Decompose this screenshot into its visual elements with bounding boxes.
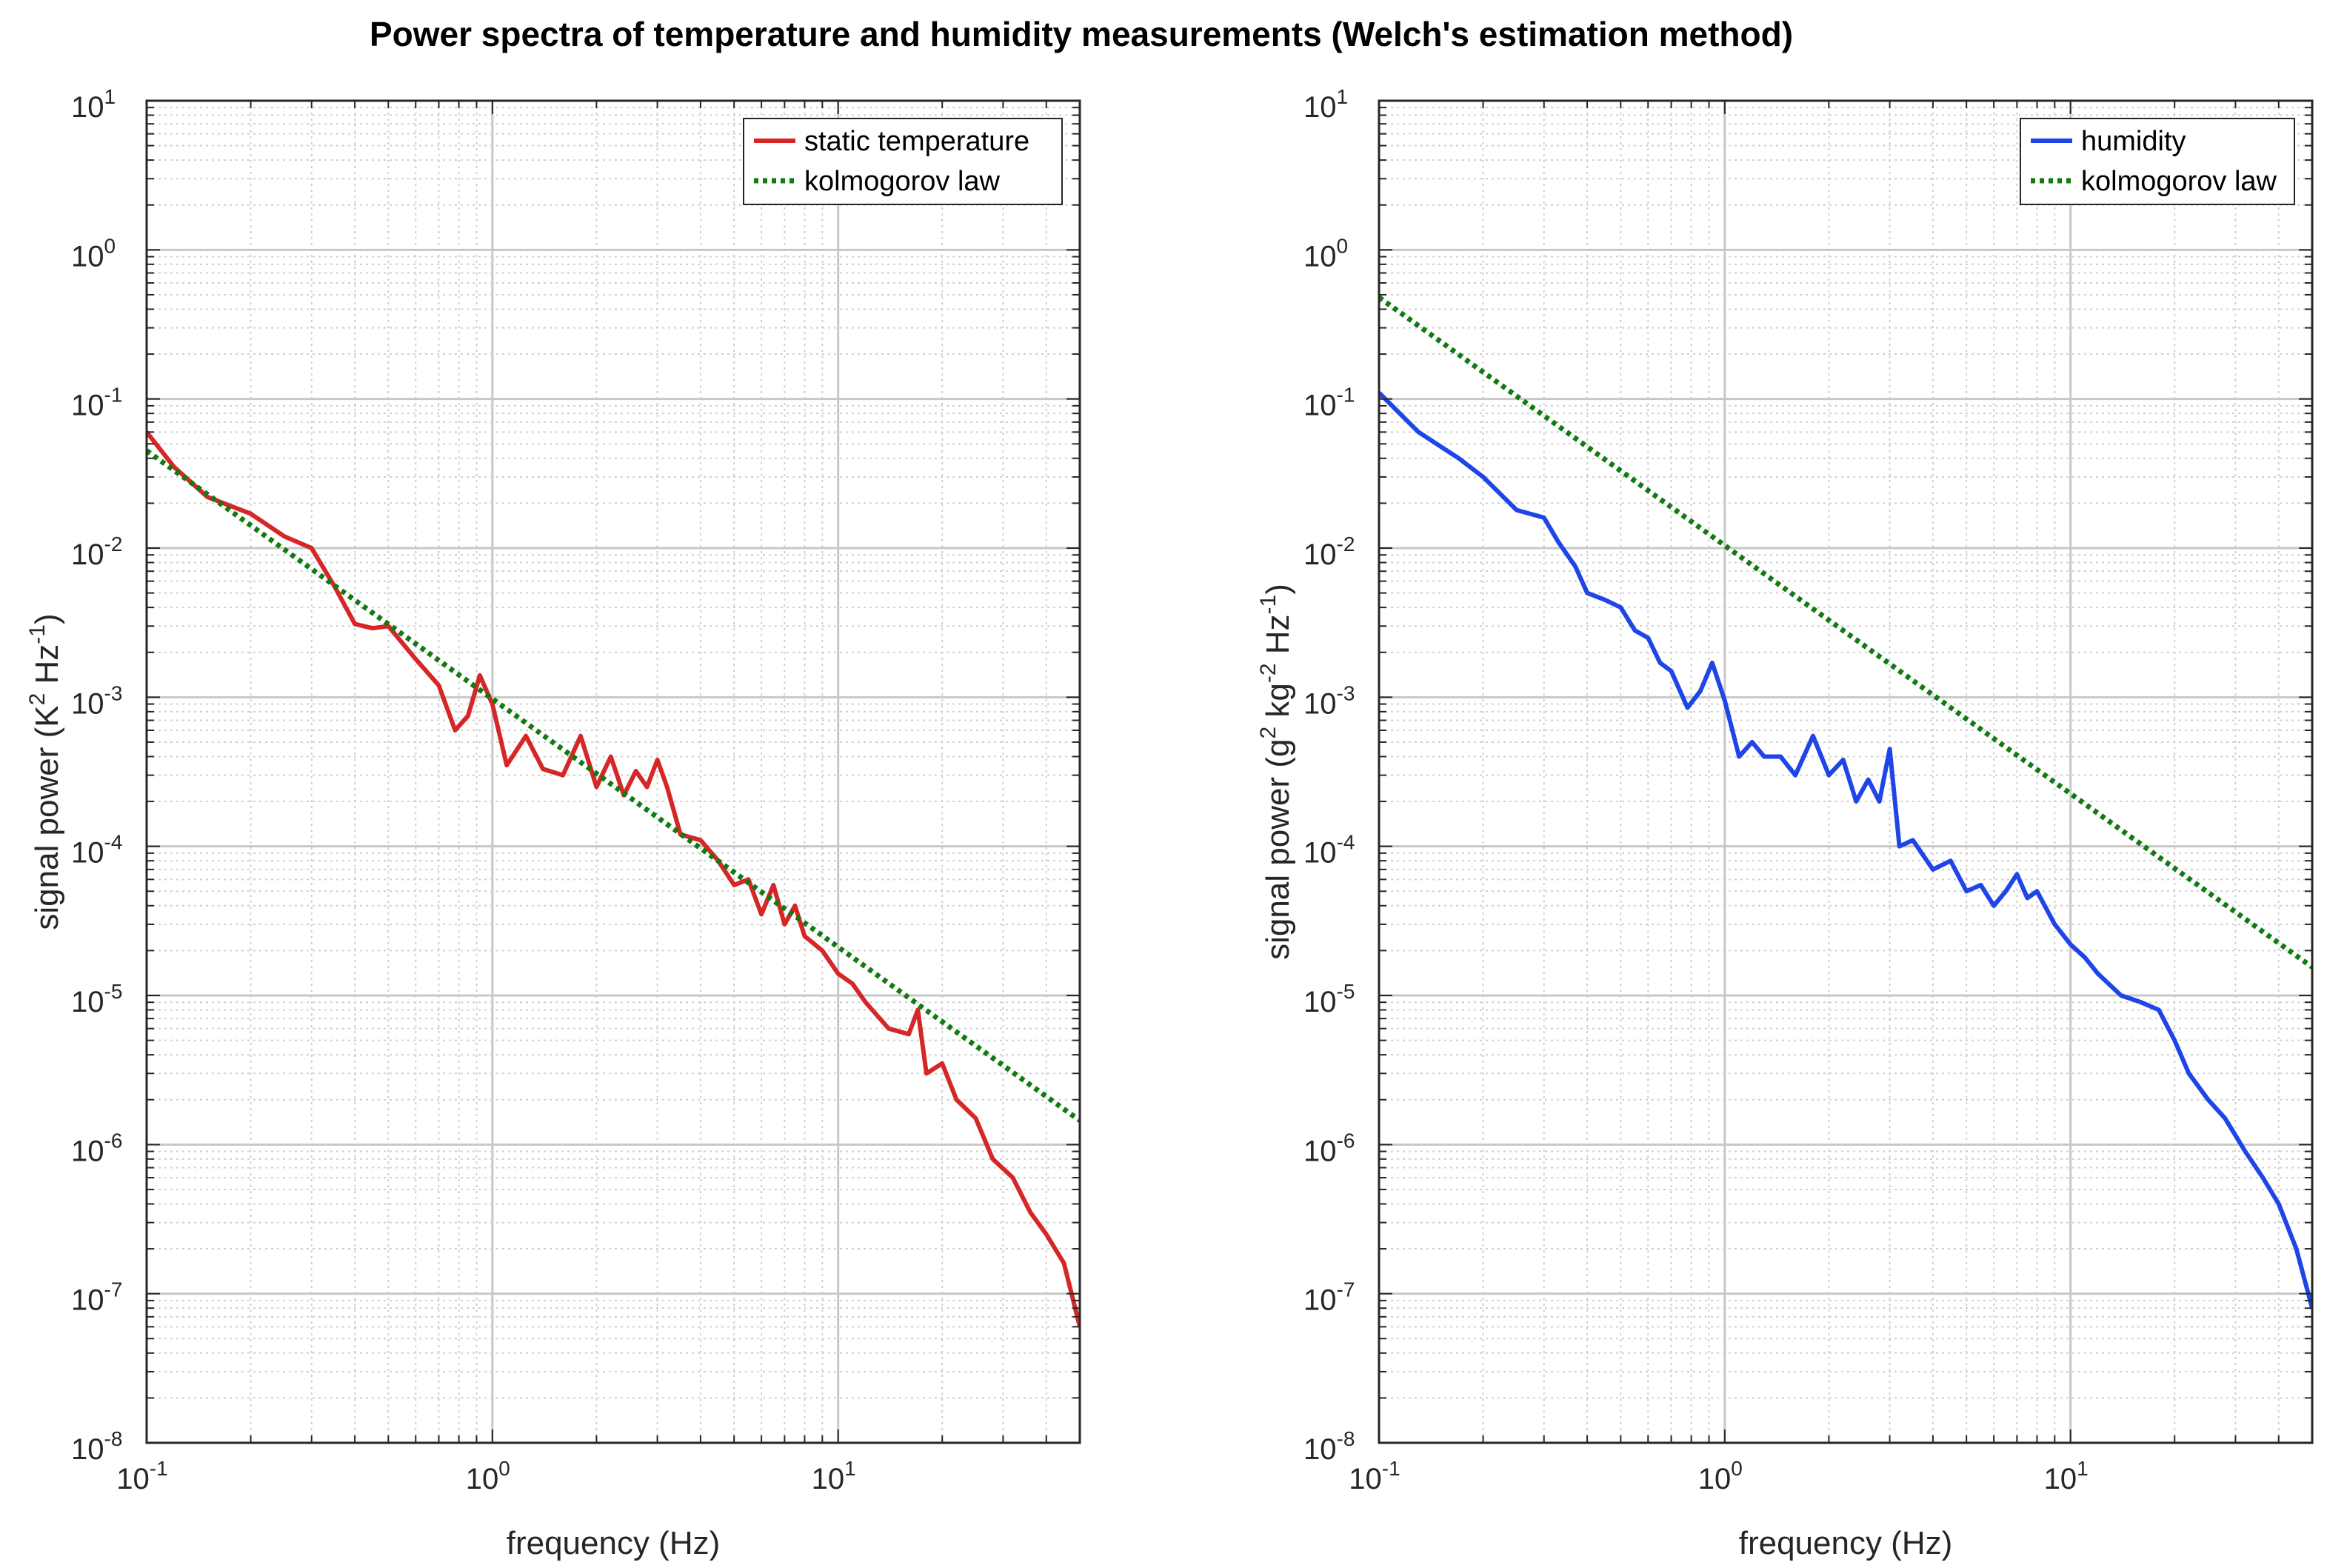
series-line-humidity [1379, 391, 2312, 1309]
x-tick-label: 100 [466, 1457, 510, 1495]
y-tick-label: 10-3 [71, 681, 122, 720]
y-tick-label: 10-8 [71, 1427, 122, 1466]
y-tick-label: 10-5 [71, 980, 122, 1018]
x-axis-label: frequency (Hz) [507, 1525, 721, 1561]
y-tick-label: 10-7 [71, 1278, 122, 1317]
temperature-spectrum-chart: 10-1 100 101 10-8 10-7 10-6 10-5 10-4 10-3 10-2 10… [25, 85, 1081, 1561]
axes-box [1378, 99, 2314, 1444]
x-tick-label: 101 [812, 1457, 856, 1495]
legend-label: humidity [2081, 126, 2186, 157]
x-tick-label: 101 [2044, 1457, 2089, 1495]
legend-box [2020, 118, 2295, 205]
x-tick-label: 100 [1698, 1457, 1743, 1495]
humidity-spectrum-chart: 10-1 100 101 10-8 10-7 10-6 10-5 10-4 10-3 10-2 10… [1256, 85, 2314, 1561]
plot-area [147, 101, 1080, 1443]
series-line-static-temperature [147, 430, 1080, 1328]
legend-label: kolmogorov law [2081, 166, 2277, 197]
y-axis-label: signal power (K2 Hz-1) [25, 613, 65, 930]
y-tick-label: 10-4 [71, 831, 122, 870]
x-tick-label: 10-1 [116, 1457, 167, 1495]
grid [1378, 101, 2313, 1444]
axes-box [145, 99, 1081, 1444]
y-tick-label: 10-2 [71, 533, 122, 571]
x-axis-label: frequency (Hz) [1739, 1525, 1953, 1561]
y-tick-label: 10-2 [1303, 533, 1355, 571]
series-group [1379, 295, 2312, 1309]
tick-marks [1378, 101, 2313, 1444]
y-tick-label: 10-1 [1303, 384, 1355, 422]
series-group [147, 430, 1080, 1328]
y-tick-label: 101 [71, 85, 116, 124]
y-tick-label: 10-7 [1303, 1278, 1355, 1317]
legend-box [743, 118, 1063, 205]
y-tick-label: 10-5 [1303, 980, 1355, 1018]
legend-label: static temperature [804, 126, 1029, 157]
y-tick-label: 100 [71, 234, 116, 273]
y-tick-label: 10-3 [1303, 681, 1355, 720]
y-tick-label: 10-8 [1303, 1427, 1355, 1466]
y-tick-label: 100 [1303, 234, 1348, 273]
x-tick-label: 10-1 [1349, 1457, 1400, 1495]
legend: static temperature kolmogorov law [743, 118, 1063, 205]
figure-title: Power spectra of temperature and humidit… [370, 15, 1793, 53]
y-axis-label: signal power (g2 kg-2 Hz-1) [1256, 584, 1296, 960]
legend: humidity kolmogorov law [2020, 118, 2295, 205]
legend-label: kolmogorov law [804, 166, 1001, 197]
tick-marks [146, 101, 1081, 1444]
y-tick-label: 101 [1303, 85, 1348, 124]
y-tick-label: 10-4 [1303, 831, 1355, 870]
y-tick-label: 10-1 [71, 384, 122, 422]
y-tick-label: 10-6 [71, 1129, 122, 1167]
y-tick-label: 10-6 [1303, 1129, 1355, 1167]
